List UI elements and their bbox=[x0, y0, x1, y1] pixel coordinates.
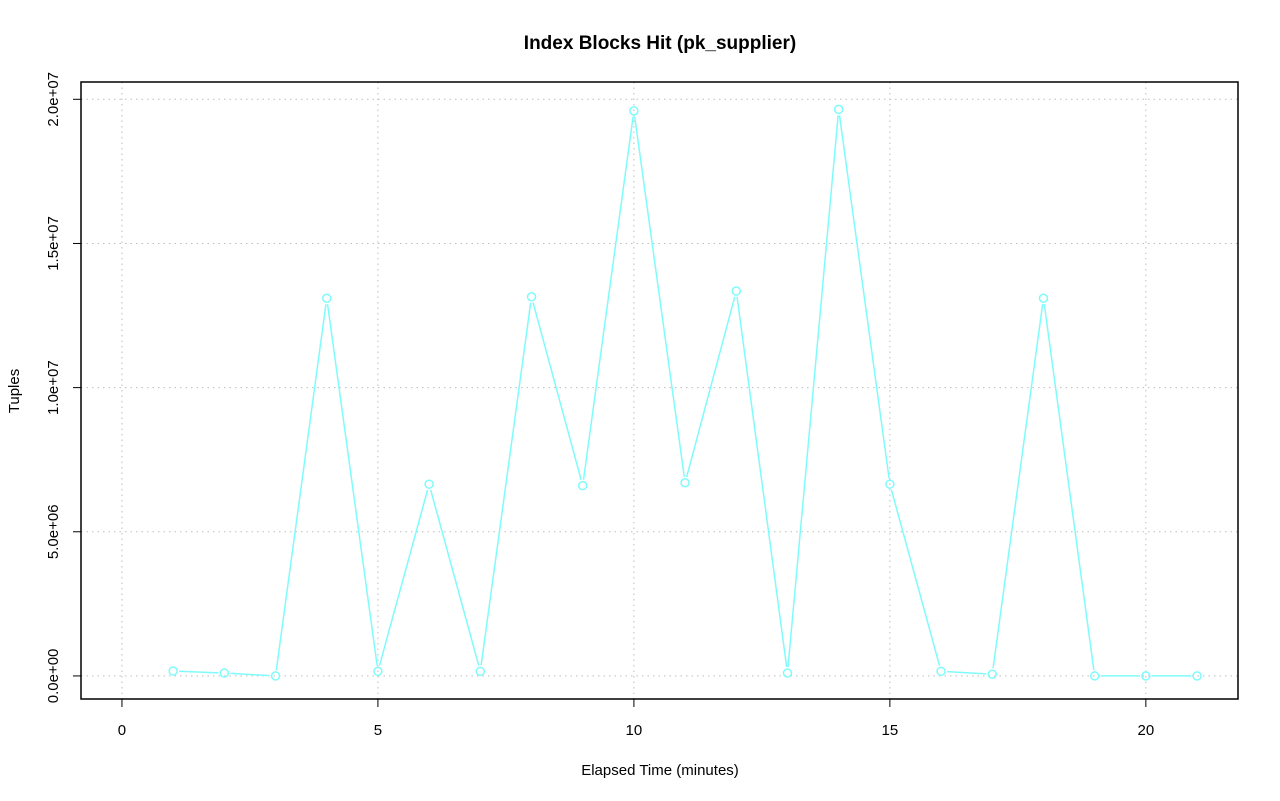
x-tick-label: 5 bbox=[374, 722, 382, 739]
y-tick-label: 5.0e+06 bbox=[45, 504, 62, 559]
series-line-segment bbox=[1043, 304, 1095, 671]
data-point bbox=[629, 106, 639, 116]
data-point bbox=[936, 666, 946, 677]
chart-title: Index Blocks Hit (pk_supplier) bbox=[524, 33, 796, 54]
data-point bbox=[1038, 293, 1049, 303]
series-line-segment bbox=[685, 296, 736, 478]
data-point bbox=[270, 671, 281, 681]
plot-area-frame bbox=[80, 81, 1239, 700]
y-tick-label: 1.0e+07 bbox=[45, 360, 62, 415]
series-line-segment bbox=[787, 115, 839, 668]
series-layer bbox=[168, 104, 1202, 681]
data-point bbox=[219, 668, 230, 678]
series-line-segment bbox=[947, 670, 987, 675]
series-line-segment bbox=[736, 296, 788, 668]
y-axis-label: Tuples bbox=[6, 369, 23, 413]
series-line-segment bbox=[378, 489, 429, 666]
grid-lines bbox=[81, 82, 1238, 699]
data-point bbox=[885, 479, 895, 489]
series-line-segment bbox=[480, 302, 532, 666]
data-point bbox=[987, 669, 998, 679]
data-point bbox=[680, 478, 690, 488]
x-axis: 0 5 10 15 20 bbox=[118, 699, 1154, 739]
data-point bbox=[782, 668, 793, 678]
data-point bbox=[321, 293, 332, 303]
x-tick-label: 10 bbox=[626, 722, 643, 739]
series-line-segment bbox=[838, 115, 890, 479]
y-axis: 0.0e+00 5.0e+06 1.0e+07 1.5e+07 2.0e+07 bbox=[45, 72, 81, 703]
x-tick-label: 0 bbox=[118, 722, 126, 739]
series-line-segment bbox=[230, 672, 270, 677]
data-point bbox=[1089, 671, 1100, 681]
data-point bbox=[833, 104, 844, 115]
series-line-segment bbox=[275, 304, 327, 671]
series-line-segment bbox=[326, 304, 378, 666]
data-point bbox=[1192, 671, 1202, 681]
data-point bbox=[731, 286, 742, 296]
y-tick-label: 1.5e+07 bbox=[45, 216, 62, 271]
y-tick-label: 2.0e+07 bbox=[45, 72, 62, 127]
data-point bbox=[1141, 671, 1151, 681]
data-point bbox=[526, 292, 537, 302]
series-line-segment bbox=[992, 304, 1044, 669]
series-line-segment bbox=[532, 302, 582, 481]
data-point bbox=[475, 666, 486, 677]
data-point bbox=[373, 666, 383, 677]
data-point bbox=[577, 480, 588, 491]
x-tick-label: 15 bbox=[882, 722, 899, 739]
data-point bbox=[168, 666, 178, 676]
series-line-segment bbox=[429, 489, 480, 666]
x-axis-label: Elapsed Time (minutes) bbox=[581, 762, 739, 779]
y-tick-label: 0.0e+00 bbox=[45, 649, 62, 704]
series-line-segment bbox=[633, 116, 686, 477]
series-line-segment bbox=[890, 489, 941, 666]
x-tick-label: 20 bbox=[1138, 722, 1155, 739]
data-point bbox=[424, 479, 434, 489]
series-line-segment bbox=[582, 116, 634, 480]
series-line-segment bbox=[179, 670, 219, 674]
